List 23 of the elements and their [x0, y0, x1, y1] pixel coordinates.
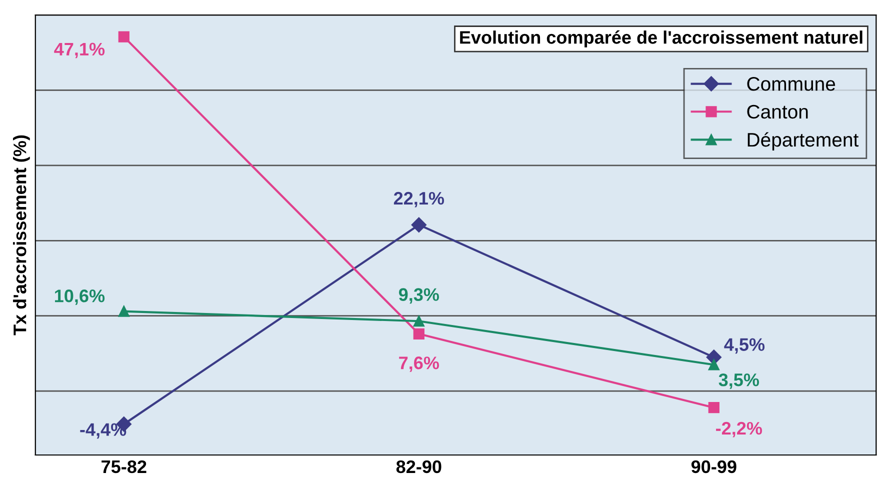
legend-label: Département: [748, 132, 859, 151]
point: [413, 328, 424, 340]
point: [708, 402, 720, 414]
data-label: 7,6%: [399, 356, 439, 372]
point: [118, 306, 130, 317]
data-label: 9,3%: [398, 288, 439, 304]
data-label: -2,2%: [716, 422, 762, 438]
point: [118, 31, 130, 42]
x-tick-label: 90-99: [691, 460, 736, 474]
data-label: 4,5%: [724, 338, 765, 354]
data-label: 22,1%: [394, 192, 444, 208]
point: [708, 359, 720, 370]
y-axis-title: Tx d'accroissement (%): [13, 135, 30, 336]
data-label: 3,5%: [718, 373, 759, 389]
x-tick-label: 75-82: [102, 460, 146, 474]
point: [411, 217, 426, 232]
data-label: 10,6%: [54, 290, 105, 305]
text: Evolution comparée de l'accroissement naturel: [460, 30, 862, 48]
x-tick-label: 82-90: [396, 460, 442, 474]
legend-label: Commune: [747, 77, 836, 91]
legend-label: Canton: [747, 104, 808, 119]
data-label: 47,1%: [54, 42, 105, 58]
point: [413, 316, 424, 327]
